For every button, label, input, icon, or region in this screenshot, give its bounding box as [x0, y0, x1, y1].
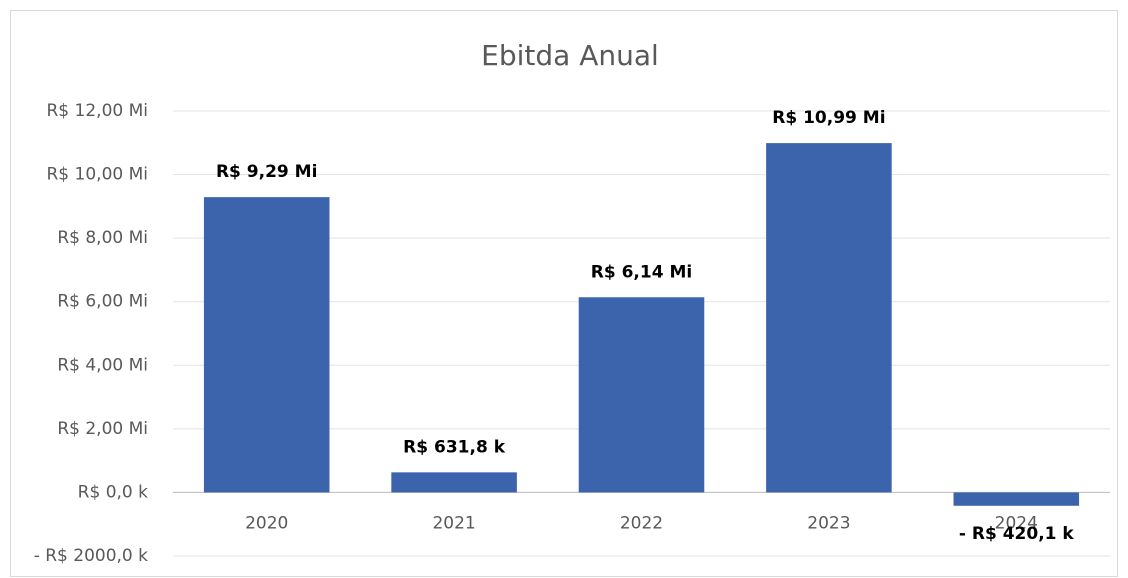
y-tick-label: R$ 12,00 Mi	[47, 101, 149, 121]
x-tick-label: 2021	[432, 513, 475, 533]
data-label: R$ 6,14 Mi	[591, 262, 692, 282]
bar	[203, 197, 330, 493]
y-tick-label: R$ 2,00 Mi	[57, 419, 148, 439]
data-label: R$ 10,99 Mi	[772, 108, 885, 128]
bar	[953, 492, 1080, 506]
chart-title: Ebitda Anual	[481, 39, 659, 72]
y-tick-label: R$ 0,0 k	[78, 482, 148, 502]
bar	[578, 297, 705, 493]
x-tick-label: 2024	[995, 513, 1038, 533]
data-label: R$ 631,8 k	[403, 437, 506, 457]
y-tick-label: R$ 6,00 Mi	[57, 292, 148, 312]
data-label: R$ 9,29 Mi	[216, 162, 317, 182]
data-label: - R$ 420,1 k	[959, 524, 1075, 544]
bar	[766, 143, 892, 493]
bar	[391, 472, 517, 493]
y-tick-label: R$ 8,00 Mi	[57, 228, 148, 248]
x-tick-label: 2020	[245, 513, 288, 533]
y-tick-label: R$ 4,00 Mi	[57, 355, 148, 375]
y-tick-label: R$ 10,00 Mi	[47, 165, 149, 185]
chart-frame	[10, 10, 1118, 577]
x-tick-label: 2022	[620, 513, 663, 533]
x-tick-label: 2023	[807, 513, 850, 533]
y-tick-label: - R$ 2000,0 k	[34, 546, 148, 566]
